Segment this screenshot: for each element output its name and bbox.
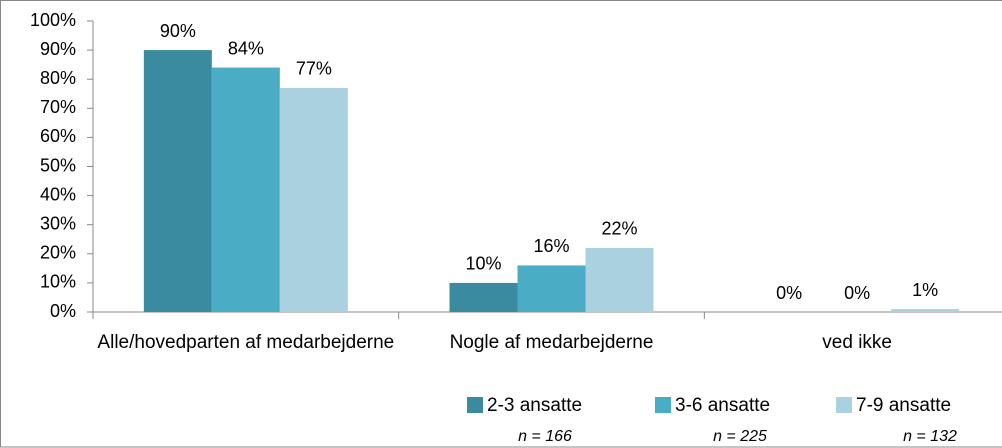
bar [517, 265, 586, 312]
data-label: 10% [465, 254, 501, 274]
legend-swatch [467, 397, 483, 413]
data-label: 0% [844, 283, 870, 303]
y-tick-label: 80% [40, 68, 76, 88]
y-tick-label: 10% [40, 272, 76, 292]
x-tick-label-box: Alle/hovedparten af medarbejderne [97, 332, 395, 353]
y-tick-label: 0% [50, 301, 76, 321]
legend-swatch [655, 397, 671, 413]
data-label: 84% [228, 38, 264, 58]
x-tick-label: Nogle af medarbejderne [449, 332, 654, 353]
x-tick-label-box: Nogle af medarbejderne [449, 332, 654, 353]
bar [211, 67, 280, 312]
y-tick-label: 100% [30, 10, 76, 30]
legend-swatch [836, 397, 852, 413]
x-tick-label-box: ved ikke [822, 332, 892, 353]
bar [143, 50, 212, 312]
annotation: n = 166 [518, 428, 572, 445]
y-tick-label: 40% [40, 184, 76, 204]
legend-label: 2-3 ansatte [487, 395, 582, 416]
y-tick-label: 90% [40, 39, 76, 59]
data-label: 16% [533, 236, 569, 256]
y-tick-label: 20% [40, 243, 76, 263]
legend-label: 7-9 ansatte [856, 395, 951, 416]
bar [449, 282, 518, 312]
bar [891, 309, 960, 312]
data-label: 90% [160, 21, 196, 41]
data-label: 77% [296, 59, 332, 79]
y-tick-label: 70% [40, 97, 76, 117]
y-tick-label: 60% [40, 126, 76, 146]
y-tick-label: 50% [40, 155, 76, 175]
y-tick-label: 30% [40, 213, 76, 233]
x-tick-label: Alle/hovedparten af medarbejderne [97, 332, 395, 353]
annotation: n = 225 [713, 428, 767, 445]
data-label: 0% [776, 283, 802, 303]
data-label: 1% [912, 280, 938, 300]
data-label: 22% [601, 219, 637, 239]
annotation: n = 132 [903, 428, 957, 445]
x-tick-label: ved ikke [822, 332, 892, 353]
bar [279, 87, 348, 313]
bar [585, 247, 654, 312]
legend-label: 3-6 ansatte [675, 395, 770, 416]
